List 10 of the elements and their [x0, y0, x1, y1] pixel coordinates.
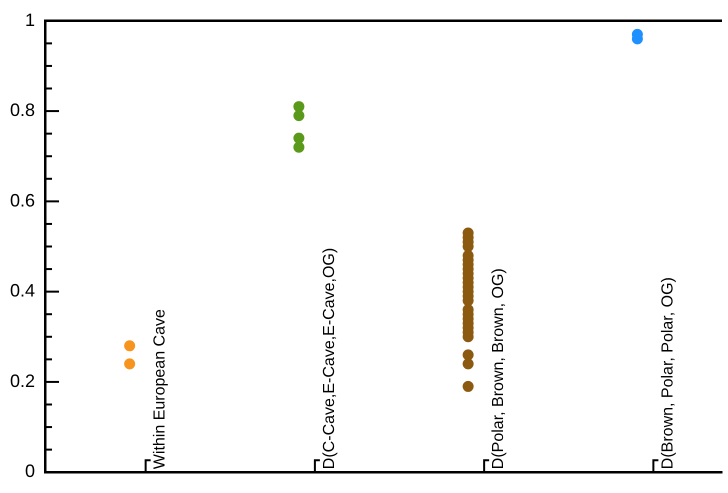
- y-tick-label: 0.6: [10, 190, 36, 210]
- y-tick-label: 0.8: [10, 100, 36, 120]
- x-tick-label: D(Brown, Polar, Polar, OG): [659, 277, 676, 470]
- y-tick-label: 0.2: [10, 370, 36, 391]
- y-tick-label: 0.4: [10, 280, 36, 301]
- y-tick-label: 1: [25, 10, 36, 30]
- x-tick-label: D(C-Cave,E-Cave,E-Cave,OG): [320, 248, 338, 470]
- x-tick-label: Within European Cave: [152, 309, 169, 470]
- y-tick-label: 0: [25, 461, 36, 482]
- x-tick-label: D(Polar, Brown, Brown, OG): [490, 268, 508, 470]
